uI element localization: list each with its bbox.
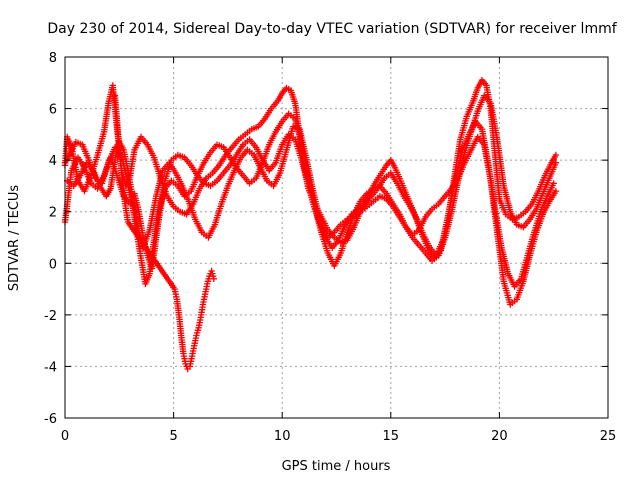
y-tick-label: -4 [44,360,57,375]
x-tick-label: 20 [491,429,508,444]
plot-frame [64,56,609,419]
y-tick-label: 4 [49,154,57,169]
data-point [552,159,560,166]
data-point [210,275,217,282]
series-track-5 [111,92,217,373]
x-tick-label: 5 [169,429,177,444]
x-tick-label: 10 [274,429,291,444]
y-tick-label: 2 [49,206,57,221]
data-point [552,151,560,159]
y-tick-label: -6 [44,412,57,427]
x-axis-label: GPS time / hours [282,459,391,474]
x-tick-label: 15 [383,429,400,444]
data-point [552,187,560,195]
y-tick-label: 8 [49,51,57,66]
data-points [61,77,560,373]
data-point [550,180,557,187]
y-tick-label: -2 [44,309,57,324]
series-track-4 [61,131,560,308]
y-tick-label: 0 [49,257,57,272]
y-tick-label: 6 [49,103,57,118]
axis-ticks [64,56,609,419]
y-axis-label: SDTVAR / TECUs [7,185,22,292]
y-tick-labels: -6 -4 -2 0 2 4 6 8 [44,51,57,427]
x-tick-label: 0 [61,429,69,444]
chart-title: Day 230 of 2014, Sidereal Day-to-day VTE… [47,21,617,37]
x-tick-label: 25 [600,429,617,444]
x-tick-labels: 0 5 10 15 20 25 [61,429,616,444]
